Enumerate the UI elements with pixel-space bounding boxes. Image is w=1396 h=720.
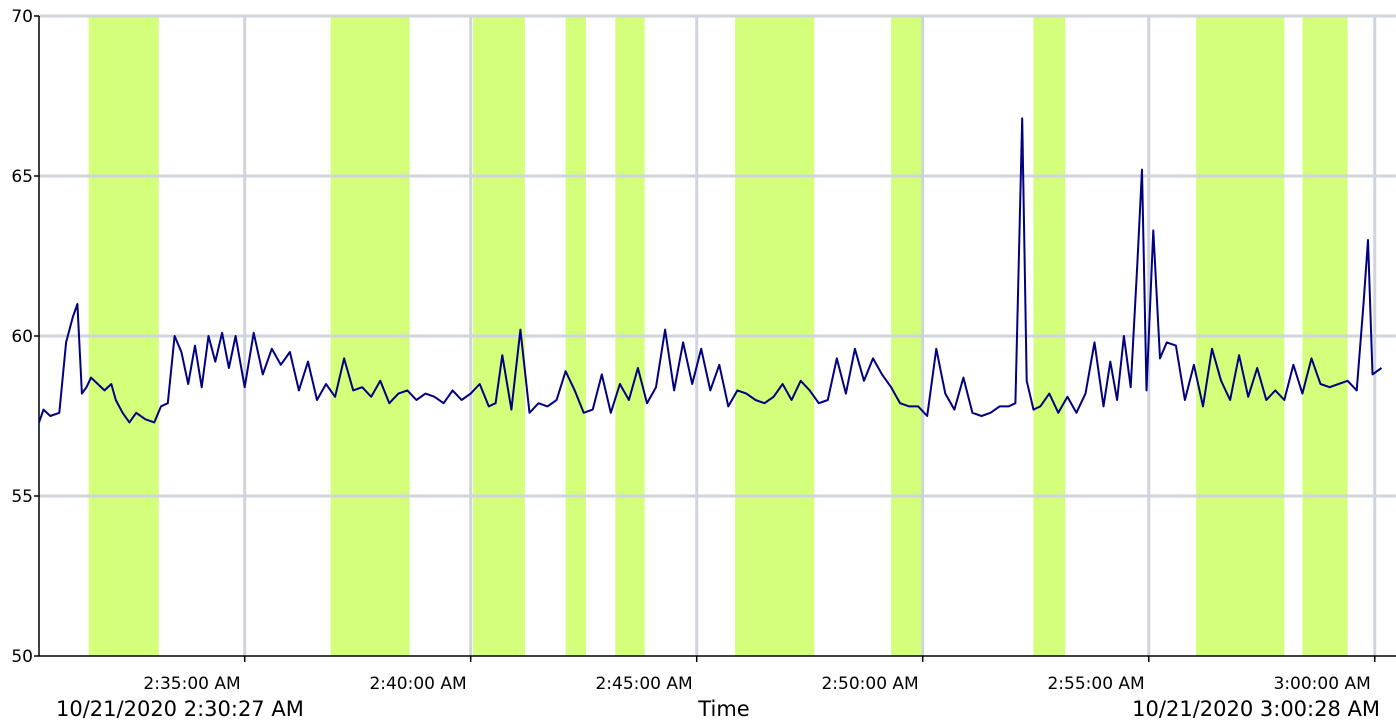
x-tick-label: 2:45:00 AM xyxy=(595,674,692,694)
y-tick-label: 60 xyxy=(11,327,33,347)
y-tick-label: 65 xyxy=(11,167,33,187)
series-line xyxy=(38,117,1383,424)
grid-lines xyxy=(39,14,1396,656)
y-tick-label: 50 xyxy=(11,647,33,667)
y-tick-label: 55 xyxy=(11,487,33,507)
x-tick-label: 2:50:00 AM xyxy=(821,674,918,694)
y-tick-label: 70 xyxy=(11,7,33,27)
end-time-label: 10/21/2020 3:00:28 AM xyxy=(1132,697,1380,720)
x-tick-label: 2:35:00 AM xyxy=(143,674,240,694)
x-axis-title: Time xyxy=(697,697,749,720)
tick-labels: 50 55 60 65 70 2:35:00 AM 2:40:00 AM 2:45:00 AM… xyxy=(11,7,1376,694)
start-time-label: 10/21/2020 2:30:27 AM xyxy=(56,697,304,720)
x-tick-label: 2:55:00 AM xyxy=(1047,674,1144,694)
x-tick-label: 3:00:00 AM xyxy=(1274,674,1371,694)
x-tick-label: 2:40:00 AM xyxy=(369,674,466,694)
